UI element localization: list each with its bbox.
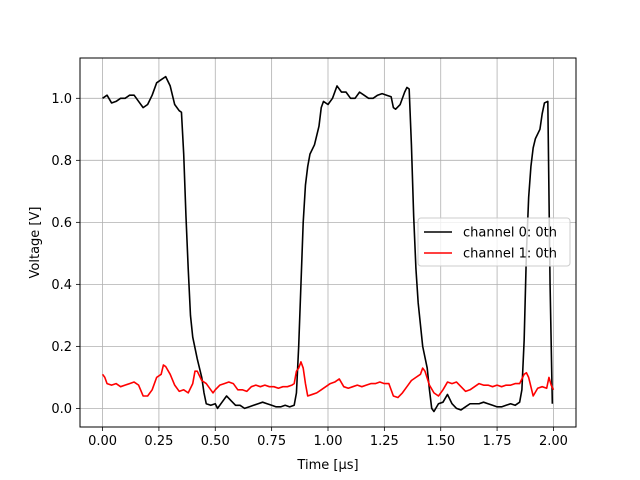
legend-label-0: channel 0: 0th xyxy=(463,226,557,241)
y-axis: 0.0 0.2 0.4 0.6 0.8 1.0 xyxy=(51,92,80,417)
y-tick-label: 0.0 xyxy=(51,402,72,417)
x-axis-label: Time [μs] xyxy=(296,458,358,473)
x-tick-label: 1.00 xyxy=(314,434,343,449)
x-tick-label: 1.50 xyxy=(426,434,455,449)
series-line-0 xyxy=(102,75,554,413)
y-tick-label: 0.8 xyxy=(51,154,72,169)
series-layer xyxy=(101,75,555,413)
x-tick-label: 1.75 xyxy=(483,434,512,449)
y-axis-label: Voltage [V] xyxy=(28,207,43,279)
x-tick-label: 2.00 xyxy=(539,434,568,449)
legend-box xyxy=(417,217,571,267)
legend: channel 0: 0th channel 1: 0th xyxy=(417,217,571,267)
legend-label-1: channel 1: 0th xyxy=(463,247,557,262)
series-line-1 xyxy=(101,361,555,399)
x-axis: 0.00 0.25 0.50 0.75 1.00 1.25 1.50 1.75 2.00 xyxy=(88,427,568,449)
y-tick-label: 0.6 xyxy=(51,216,72,231)
y-tick-label: 0.2 xyxy=(51,340,72,355)
x-tick-label: 0.75 xyxy=(257,434,286,449)
x-tick-label: 0.00 xyxy=(88,434,117,449)
x-tick-label: 1.25 xyxy=(370,434,399,449)
x-tick-label: 0.25 xyxy=(144,434,173,449)
y-tick-label: 1.0 xyxy=(51,92,72,107)
y-tick-label: 0.4 xyxy=(51,278,72,293)
x-tick-label: 0.50 xyxy=(201,434,230,449)
